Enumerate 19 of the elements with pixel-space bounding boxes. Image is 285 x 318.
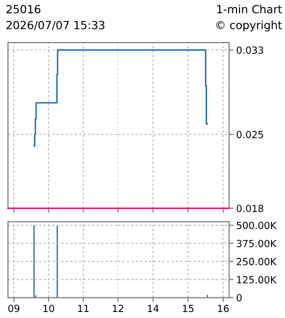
x-tick-label: 15	[183, 304, 194, 312]
text: © copyright	[216, 20, 282, 32]
y-tick-label: 0	[236, 294, 242, 302]
text: 1-min Chart	[217, 4, 282, 14]
y-tick-label: 0.033	[236, 46, 264, 54]
chart-title: 25016	[6, 4, 40, 14]
y-tick-label: 125.00K	[237, 276, 277, 284]
y-tick-label: 250.00K	[236, 258, 277, 266]
y-tick-label: 500.00K	[236, 222, 277, 230]
x-tick-label: 14	[148, 304, 159, 312]
x-tick-label: 09	[8, 304, 20, 312]
chart-subtitle: 2026/07/07 15:33	[6, 20, 104, 30]
x-tick-label: 10	[43, 304, 54, 312]
x-tick-label: 12	[112, 304, 124, 312]
x-tick-label: 16	[218, 304, 229, 312]
x-tick-label: 11	[78, 304, 89, 312]
y-tick-label: 0.025	[236, 130, 264, 138]
y-tick-label: 375.00K	[236, 240, 277, 248]
y-tick-label: 0.018	[236, 204, 264, 212]
